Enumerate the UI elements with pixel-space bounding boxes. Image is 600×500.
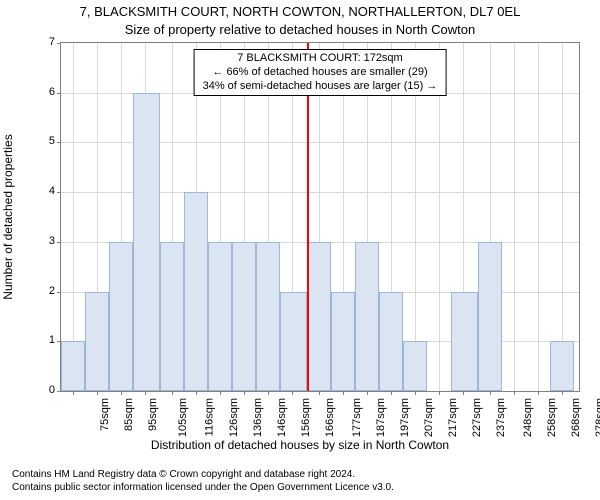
x-tick-label: 177sqm: [351, 398, 363, 437]
y-tick-label: 1: [49, 334, 55, 346]
histogram-bar: [184, 192, 208, 391]
x-tick-label: 197sqm: [399, 398, 411, 437]
x-tick-mark: [562, 391, 563, 395]
y-tick-label: 6: [49, 86, 55, 98]
x-tick-label: 248sqm: [522, 398, 534, 437]
histogram-bar: [109, 242, 133, 391]
x-tick-mark: [490, 391, 491, 395]
footer-line1: Contains HM Land Registry data © Crown c…: [12, 468, 394, 481]
x-tick-mark: [196, 391, 197, 395]
x-tick-label: 126sqm: [228, 398, 240, 437]
chart-title-line1: 7, BLACKSMITH COURT, NORTH COWTON, NORTH…: [0, 4, 600, 19]
gridline-vertical: [514, 43, 515, 391]
histogram-bar: [451, 292, 478, 391]
x-tick-mark: [367, 391, 368, 395]
histogram-bar: [403, 341, 427, 391]
histogram-bar: [331, 292, 355, 391]
x-tick-mark: [172, 391, 173, 395]
infobox-line1: 7 BLACKSMITH COURT: 172sqm: [203, 52, 438, 66]
y-tick-label: 5: [49, 135, 55, 147]
x-tick-label: 278sqm: [594, 398, 600, 437]
x-tick-label: 85sqm: [123, 398, 135, 431]
gridline-vertical: [538, 43, 539, 391]
x-tick-mark: [415, 391, 416, 395]
gridline-vertical: [562, 43, 563, 391]
x-tick-label: 156sqm: [300, 398, 312, 437]
x-tick-label: 207sqm: [423, 398, 435, 437]
x-tick-label: 187sqm: [375, 398, 387, 437]
x-tick-label: 227sqm: [471, 398, 483, 437]
x-tick-mark: [343, 391, 344, 395]
x-tick-label: 116sqm: [203, 398, 215, 436]
x-tick-label: 146sqm: [276, 398, 288, 437]
y-tick-label: 7: [49, 36, 55, 48]
x-tick-label: 136sqm: [252, 398, 264, 437]
histogram-bar: [379, 292, 403, 391]
x-tick-label: 166sqm: [324, 398, 336, 437]
x-axis-label: Distribution of detached houses by size …: [0, 438, 600, 452]
x-tick-label: 95sqm: [147, 398, 159, 431]
y-tick-label: 0: [49, 384, 55, 396]
infobox-line2: ← 66% of detached houses are smaller (29…: [203, 66, 438, 80]
histogram-bar: [550, 341, 574, 391]
footer-line2: Contains public sector information licen…: [12, 481, 394, 494]
marker-infobox: 7 BLACKSMITH COURT: 172sqm ← 66% of deta…: [194, 49, 447, 96]
x-tick-mark: [73, 391, 74, 395]
y-tick-mark: [57, 391, 61, 392]
y-tick-mark: [57, 43, 61, 44]
x-tick-mark: [538, 391, 539, 395]
x-tick-mark: [121, 391, 122, 395]
x-tick-mark: [514, 391, 515, 395]
x-tick-mark: [319, 391, 320, 395]
y-axis-label: Number of detached properties: [1, 134, 15, 299]
y-tick-label: 4: [49, 185, 55, 197]
chart-title-line2: Size of property relative to detached ho…: [0, 22, 600, 37]
histogram-bar: [478, 242, 502, 391]
x-tick-label: 268sqm: [570, 398, 582, 437]
plot-area: 7 BLACKSMITH COURT: 172sqm ← 66% of deta…: [60, 42, 580, 392]
histogram-bar: [256, 242, 280, 391]
attribution-footer: Contains HM Land Registry data © Crown c…: [12, 468, 394, 494]
histogram-bar: [133, 93, 160, 391]
x-tick-mark: [463, 391, 464, 395]
x-tick-mark: [439, 391, 440, 395]
x-tick-mark: [391, 391, 392, 395]
x-tick-label: 237sqm: [495, 398, 507, 437]
x-tick-mark: [292, 391, 293, 395]
y-tick-label: 3: [49, 235, 55, 247]
x-tick-mark: [97, 391, 98, 395]
x-tick-mark: [220, 391, 221, 395]
x-tick-mark: [145, 391, 146, 395]
x-tick-label: 258sqm: [546, 398, 558, 437]
x-tick-label: 75sqm: [99, 398, 111, 431]
chart-container: 7, BLACKSMITH COURT, NORTH COWTON, NORTH…: [0, 0, 600, 500]
histogram-bar: [85, 292, 109, 391]
histogram-bar: [307, 242, 331, 391]
histogram-bar: [355, 242, 379, 391]
x-tick-label: 217sqm: [447, 398, 459, 437]
x-tick-mark: [244, 391, 245, 395]
y-tick-label: 2: [49, 285, 55, 297]
histogram-bar: [280, 292, 307, 391]
histogram-bar: [208, 242, 232, 391]
infobox-line3: 34% of semi-detached houses are larger (…: [203, 80, 438, 94]
histogram-bar: [61, 341, 85, 391]
gridline-vertical: [73, 43, 74, 391]
histogram-bar: [160, 242, 184, 391]
x-tick-label: 105sqm: [177, 398, 189, 437]
histogram-bar: [232, 242, 256, 391]
x-tick-mark: [268, 391, 269, 395]
